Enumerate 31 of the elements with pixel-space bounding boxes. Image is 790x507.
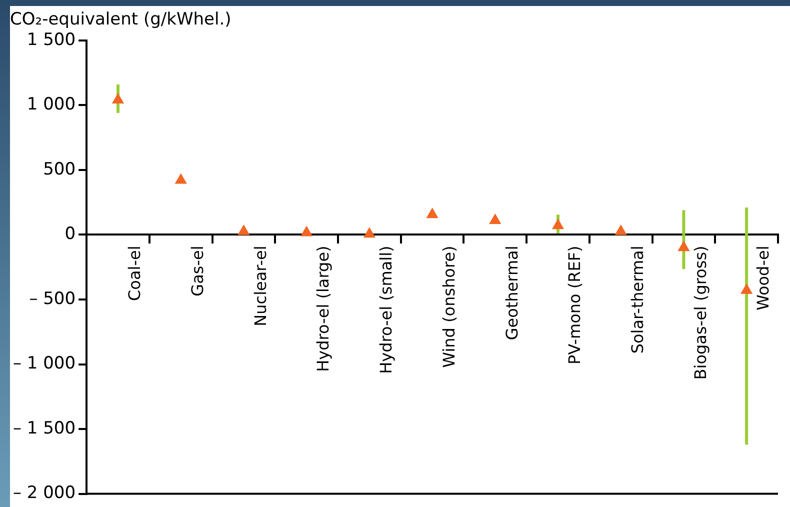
y-tick-label: – 1 000 <box>12 354 76 374</box>
x-tick-label: Wind (onshore) <box>439 246 458 368</box>
point <box>426 208 438 218</box>
point <box>174 173 187 184</box>
y-tick-label: 1 000 <box>26 94 76 115</box>
y-tick-label: – 1 500 <box>12 418 76 438</box>
point <box>300 226 313 236</box>
point <box>614 224 627 235</box>
x-tick-label: Nuclear-el <box>250 246 270 326</box>
y-tick-label: 1 500 <box>26 30 76 50</box>
x-tick-label: Gas-el <box>188 246 208 296</box>
y-tick-label: 0 <box>64 224 76 244</box>
y-tick-label: – 500 <box>29 288 76 309</box>
x-tick-label: Coal-el <box>125 246 144 301</box>
y-tick-label: 500 <box>43 159 76 180</box>
point <box>552 218 564 230</box>
point <box>489 213 502 224</box>
x-tick-label: Wood-el <box>754 246 773 310</box>
x-tick-label: Biogas-el (gross) <box>690 246 710 380</box>
point <box>740 283 753 294</box>
y-axis-title: CO₂-equivalent (g/kWhel.) <box>10 10 232 30</box>
y-tick-label: – 2 000 <box>12 483 76 504</box>
x-tick-label: Solar-thermal <box>628 246 648 354</box>
x-tick-label: PV-mono (REF) <box>565 246 584 364</box>
x-tick-label: Hydro-el (small) <box>376 246 396 374</box>
point <box>112 92 124 104</box>
x-tick-label: Hydro-el (large) <box>314 246 333 372</box>
point <box>678 240 690 252</box>
point <box>363 227 376 238</box>
point <box>238 224 250 235</box>
x-tick-label: Geothermal <box>502 246 522 340</box>
